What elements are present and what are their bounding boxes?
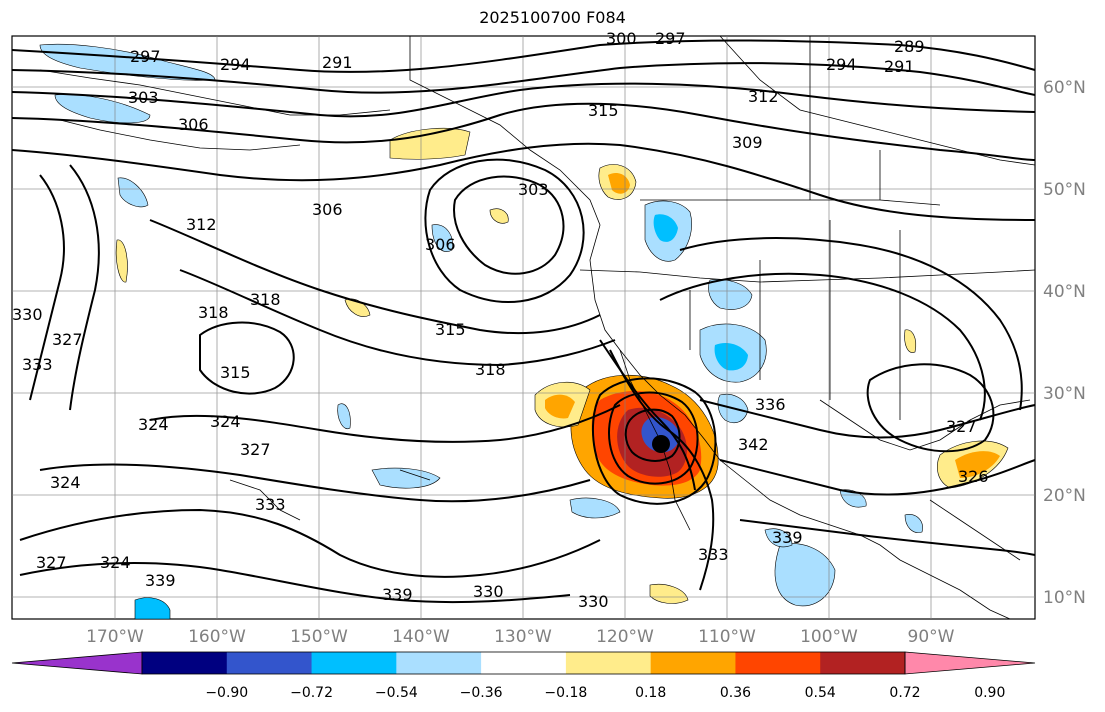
lat-label: 30°N <box>1043 384 1086 404</box>
colorbar: −0.90 −0.72 −0.54 −0.36 −0.18 0.18 0.36 0.54 0.7… <box>11 651 1036 701</box>
colorbar-tick-label: −0.18 <box>544 685 587 701</box>
contour-label: 297 <box>130 47 161 66</box>
colorbar-extend-high <box>904 651 1036 675</box>
contour-label: 327 <box>36 553 67 572</box>
lat-label: 50°N <box>1043 180 1086 200</box>
contour-label: 326 <box>958 467 989 486</box>
colorbar-tick-label: −0.90 <box>205 685 248 701</box>
colorbar-segment <box>142 652 228 674</box>
colorbar-segment <box>226 652 313 674</box>
lon-label: 90°W <box>908 627 955 647</box>
colorbar-segment <box>481 652 567 674</box>
contour-label: 300 <box>606 29 637 48</box>
lon-label: 100°W <box>800 627 858 647</box>
contour-label: 297 <box>655 29 686 48</box>
contour-label: 306 <box>425 235 456 254</box>
colorbar-tick-label: 0.36 <box>720 685 751 701</box>
lon-label: 140°W <box>392 627 450 647</box>
contour-label: 327 <box>52 330 83 349</box>
contour-label: 289 <box>894 37 925 56</box>
coastlines <box>39 35 1036 620</box>
contour-label: 327 <box>946 417 977 436</box>
contour-label: 318 <box>475 360 506 379</box>
lon-label: 120°W <box>596 627 654 647</box>
lon-label: 150°W <box>290 627 348 647</box>
colorbar-segment <box>820 652 906 674</box>
contour-label: 315 <box>220 363 251 382</box>
lon-label: 170°W <box>86 627 144 647</box>
contours <box>11 39 1036 604</box>
contour-label: 330 <box>12 305 43 324</box>
contour-labels: 297 294 291 300 297 289 291 294 303 306 … <box>12 29 989 611</box>
contour-label: 327 <box>240 440 271 459</box>
contour-label: 333 <box>255 495 286 514</box>
contour-label: 333 <box>22 355 53 374</box>
lon-label: 160°W <box>188 627 246 647</box>
contour-label: 339 <box>772 528 803 547</box>
lat-label: 20°N <box>1043 486 1086 506</box>
colorbar-tick-label: 0.90 <box>974 685 1005 701</box>
colorbar-segment <box>311 652 397 674</box>
lat-label: 40°N <box>1043 282 1086 302</box>
contour-label: 291 <box>322 53 353 72</box>
contour-label: 291 <box>884 57 915 76</box>
contour-label: 339 <box>382 585 413 604</box>
contour-label: 318 <box>250 290 281 309</box>
contour-label: 330 <box>473 582 504 601</box>
contour-label: 336 <box>755 395 786 414</box>
lon-labels: 170°W 160°W 150°W 140°W 130°W 120°W 110°… <box>86 627 955 647</box>
contour-label: 315 <box>435 320 466 339</box>
lon-label: 110°W <box>698 627 756 647</box>
colorbar-segment <box>650 652 736 674</box>
colorbar-tick-label: 0.18 <box>635 685 666 701</box>
colorbar-tick-label: 0.54 <box>805 685 836 701</box>
contour-label: 306 <box>312 200 343 219</box>
colorbar-extend-low <box>11 651 143 675</box>
colorbar-segment <box>735 652 821 674</box>
contour-label: 294 <box>826 55 857 74</box>
contour-label: 333 <box>698 545 729 564</box>
contour-label: 306 <box>178 115 209 134</box>
contour-label: 312 <box>186 215 217 234</box>
contour-label: 294 <box>220 55 251 74</box>
colorbar-tick-label: −0.72 <box>290 685 333 701</box>
contour-label: 342 <box>738 435 769 454</box>
contour-label: 324 <box>50 473 81 492</box>
contour-label: 324 <box>210 412 241 431</box>
colorbar-outline <box>141 651 906 675</box>
lat-labels: 60°N 50°N 40°N 30°N 20°N 10°N <box>1043 78 1086 608</box>
contour-label: 303 <box>518 180 549 199</box>
contour-label: 315 <box>588 101 619 120</box>
colorbar-segment <box>396 652 482 674</box>
contour-label: 312 <box>748 87 779 106</box>
contour-label: 303 <box>128 88 159 107</box>
lat-label: 10°N <box>1043 588 1086 608</box>
contour-label: 339 <box>145 571 176 590</box>
lat-label: 60°N <box>1043 78 1086 98</box>
contour-label: 324 <box>100 553 131 572</box>
contour-label: 318 <box>198 303 229 322</box>
lon-label: 130°W <box>494 627 552 647</box>
contour-label: 324 <box>138 415 169 434</box>
map-frame <box>11 35 1036 620</box>
colorbar-tick-label: −0.54 <box>375 685 418 701</box>
colorbar-segment <box>565 652 652 674</box>
contour-label: 309 <box>732 133 763 152</box>
contour-label: 330 <box>578 592 609 611</box>
colorbar-tick-label: −0.36 <box>460 685 503 701</box>
map-title: 2025100700 F084 <box>479 8 626 27</box>
shaded-fields <box>39 43 1009 620</box>
colorbar-tick-label: 0.72 <box>889 685 920 701</box>
